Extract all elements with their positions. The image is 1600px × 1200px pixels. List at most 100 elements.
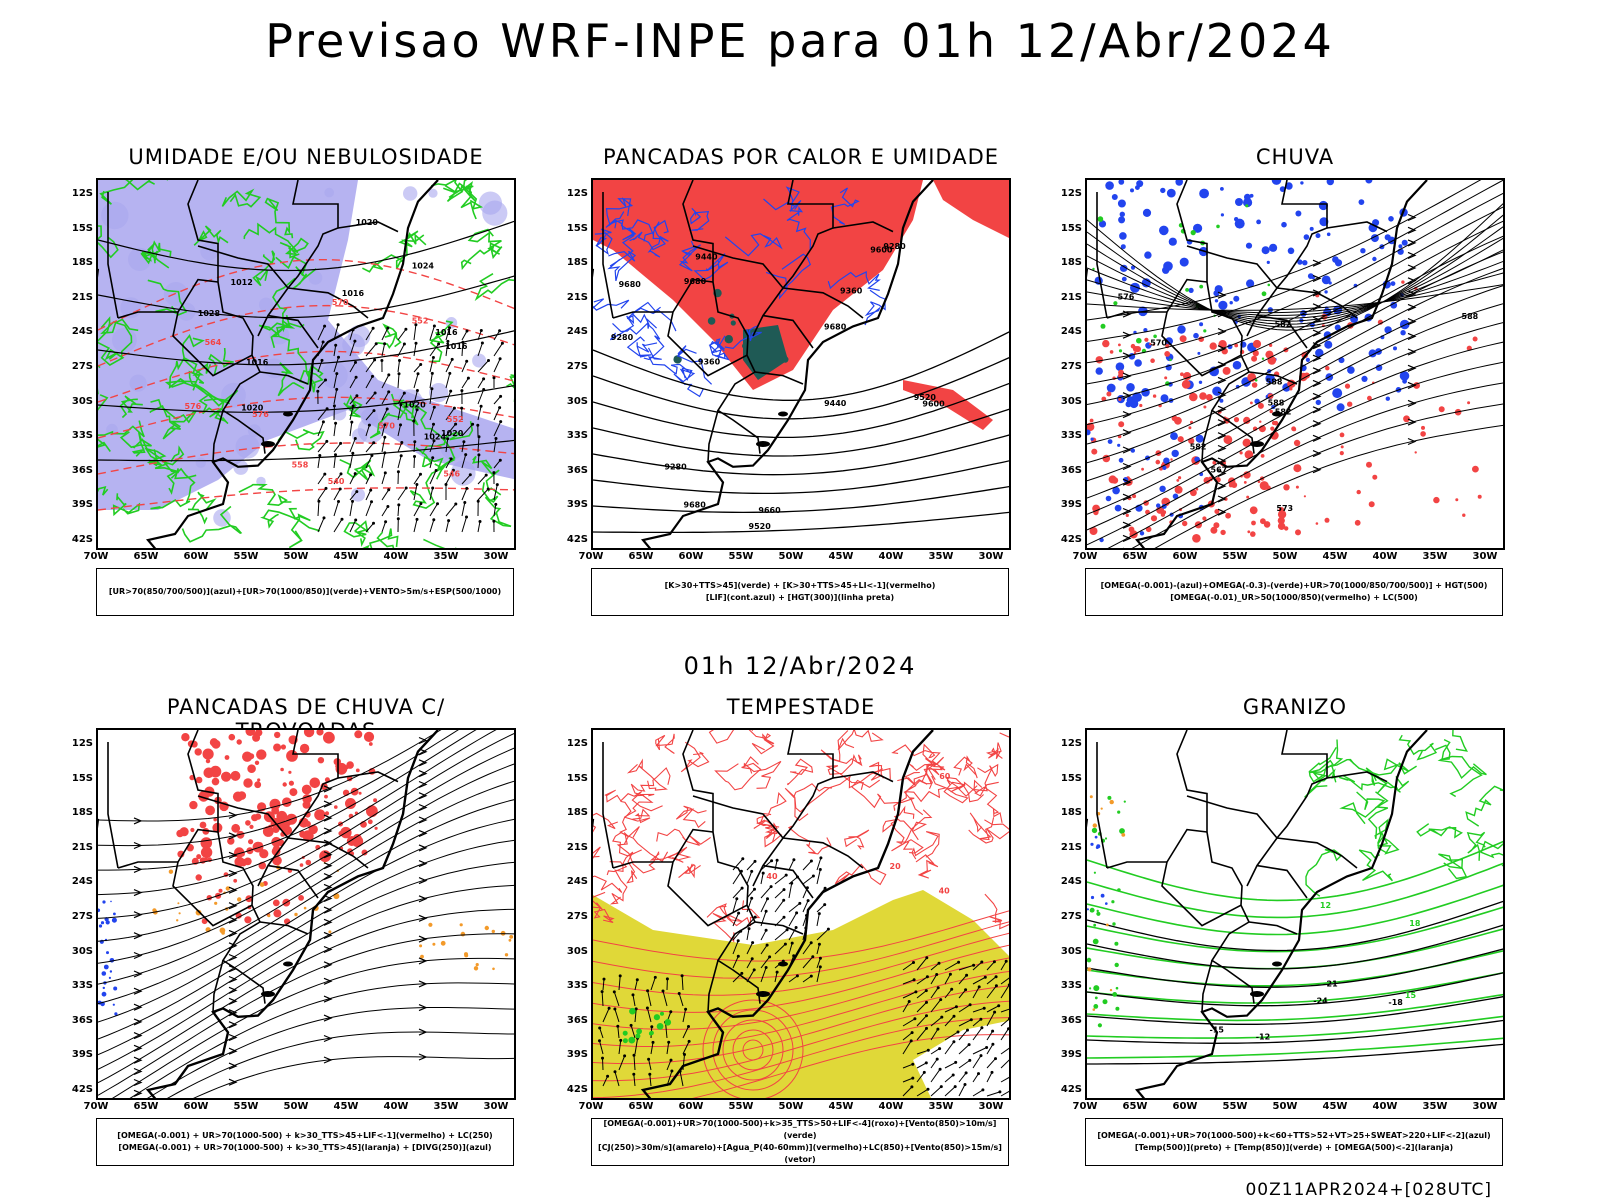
longitude-tick-label: 35W	[1422, 551, 1448, 562]
longitude-tick-label: 40W	[1372, 1101, 1398, 1112]
latitude-tick-label: 30S	[566, 395, 588, 407]
latitude-tick-label: 21S	[71, 291, 93, 303]
longitude-tick-label: 70W	[83, 1101, 109, 1112]
contour-label: 9440	[695, 252, 718, 261]
latitude-tick-label: 42S	[566, 534, 588, 545]
longitude-tick-label: 35W	[928, 1101, 954, 1112]
contour-label: 576	[185, 402, 202, 411]
longitude-tick-label: 60W	[183, 551, 209, 562]
longitude-tick-label: 60W	[678, 551, 704, 562]
legend-line: [OMEGA(-0.001) + UR>70(1000-500) + k>30_…	[117, 1131, 493, 1140]
latitude-tick-label: 15S	[566, 222, 588, 234]
panel-title: TEMPESTADE	[726, 695, 876, 719]
latitude-tick-label: 30S	[566, 945, 588, 957]
longitude-tick-label: 40W	[383, 551, 409, 562]
longitude-tick-label: 70W	[1072, 1101, 1098, 1112]
latitude-tick-label: 33S	[71, 980, 93, 992]
contour-label: 40	[766, 872, 778, 881]
legend-line: [Temp(500)](preto) + [Temp(850)](verde) …	[1134, 1143, 1454, 1152]
contour-label: 18	[1409, 919, 1421, 928]
longitude-tick-label: 55W	[728, 551, 754, 562]
latitude-tick-label: 36S	[71, 1014, 93, 1026]
contour-label: 9280	[664, 463, 687, 472]
panel-title: UMIDADE E/OU NEBULOSIDADE	[128, 145, 484, 169]
latitude-tick-label: 27S	[566, 911, 588, 922]
panel-title: CHUVA	[1255, 145, 1335, 169]
longitude-tick-label: 55W	[1222, 551, 1248, 562]
latitude-tick-label: 15S	[71, 772, 93, 784]
latitude-tick-label: 18S	[566, 807, 588, 819]
legend-box: [OMEGA(-0.001)+UR>70(1000-500)+k<60+TTS>…	[1085, 1118, 1503, 1166]
contour-label: -21	[1323, 980, 1338, 989]
latitude-tick-label: 39S	[1060, 499, 1082, 511]
latitude-tick-label: 39S	[566, 1049, 588, 1061]
longitude-tick-label: 45W	[1322, 551, 1348, 562]
legend-line: [LIF](cont.azul) + [HGT(300)](linha pret…	[705, 593, 895, 602]
latitude-tick-label: 21S	[566, 291, 588, 303]
longitude-tick-label: 30W	[978, 551, 1004, 562]
contour-label: 567	[1211, 466, 1228, 475]
contour-label: 12	[1320, 901, 1331, 910]
longitude-tick-label: 50W	[283, 1101, 309, 1112]
contour-label: 582	[1275, 320, 1292, 329]
latitude-tick-label: 27S	[71, 361, 93, 372]
legend-line: [K>30+TTS>45](verde) + [K>30+TTS>45+LI<-…	[664, 581, 936, 590]
legend-line: [OMEGA(-0.001)+UR>70(1000-500)+k<60+TTS>…	[1097, 1131, 1491, 1140]
latitude-tick-label: 21S	[1060, 841, 1082, 853]
panel-title: GRANIZO	[1242, 695, 1348, 719]
contour-label: 540	[328, 477, 345, 486]
latitude-tick-label: 18S	[1060, 807, 1082, 819]
longitude-tick-label: 65W	[1122, 551, 1148, 562]
longitude-tick-label: 40W	[878, 551, 904, 562]
latitude-tick-label: 33S	[1060, 980, 1082, 992]
contour-label: 1024	[424, 433, 447, 442]
contour-label: 576	[1118, 293, 1135, 302]
contour-label: 552	[447, 415, 464, 424]
latitude-tick-label: 18S	[71, 807, 93, 819]
latitude-tick-label: 12S	[71, 188, 93, 199]
map-canvas	[96, 728, 516, 1100]
contour-label: 9680	[619, 280, 642, 289]
longitude-tick-label: 45W	[828, 551, 854, 562]
longitude-tick-label: 65W	[1122, 1101, 1148, 1112]
map-svg: 1012101610161016101610201020102010241024…	[98, 180, 514, 548]
longitude-tick-label: 60W	[1172, 551, 1198, 562]
longitude-tick-label: 50W	[778, 551, 804, 562]
latitude-tick-label: 24S	[566, 876, 588, 888]
legend-box: [OMEGA(-0.001)+UR>70(1000-500)+k>35_TTS>…	[591, 1118, 1009, 1166]
contour-label: 9280	[883, 242, 906, 251]
latitude-tick-label: 30S	[1060, 945, 1082, 957]
contour-label: 9280	[611, 333, 634, 342]
latitude-tick-label: 42S	[1060, 1084, 1082, 1095]
longitude-tick-label: 40W	[383, 1101, 409, 1112]
contour-label: 40	[939, 886, 951, 895]
latitude-tick-label: 36S	[566, 1014, 588, 1026]
latitude-tick-label: 36S	[566, 464, 588, 476]
longitude-tick-label: 30W	[483, 551, 509, 562]
longitude-tick-label: 45W	[333, 1101, 359, 1112]
latitude-tick-label: 27S	[1060, 911, 1082, 922]
latitude-tick-label: 39S	[71, 1049, 93, 1061]
longitude-tick-label: 30W	[1472, 551, 1498, 562]
longitude-tick-label: 65W	[133, 1101, 159, 1112]
longitude-tick-label: 40W	[878, 1101, 904, 1112]
longitude-tick-label: 65W	[628, 551, 654, 562]
map-svg	[98, 730, 514, 1098]
longitude-tick-label: 70W	[1072, 551, 1098, 562]
longitude-tick-label: 45W	[1322, 1101, 1348, 1112]
longitude-tick-label: 30W	[1472, 1101, 1498, 1112]
latitude-tick-label: 36S	[1060, 1014, 1082, 1026]
legend-line: [OMEGA(-0.001)-(azul)+OMEGA(-0.3)-(verde…	[1100, 581, 1488, 590]
contour-label: 9600	[922, 399, 945, 408]
latitude-tick-label: 42S	[1060, 534, 1082, 545]
contour-label: 9680	[824, 322, 847, 331]
map-svg: -12 -15 -18 -21 -24 12 15 18	[1087, 730, 1503, 1098]
contour-label: 15	[1405, 991, 1417, 1000]
contour-label: 9360	[840, 286, 863, 295]
latitude-tick-label: 27S	[566, 361, 588, 372]
latitude-tick-label: 42S	[566, 1084, 588, 1095]
contour-label: 9360	[698, 358, 721, 367]
contour-label: -24	[1313, 997, 1328, 1006]
longitude-tick-label: 35W	[1422, 1101, 1448, 1112]
